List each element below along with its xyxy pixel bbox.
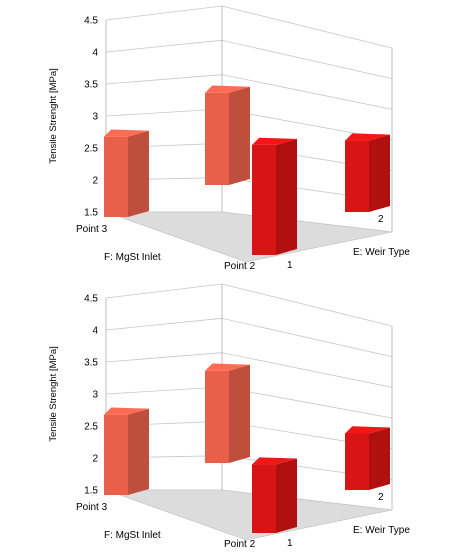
bar — [205, 363, 250, 463]
bar-top-face — [104, 129, 149, 137]
gridline-back-right — [221, 5, 393, 49]
y-tick-label: 1.5 — [84, 486, 98, 497]
gridline-back-left — [105, 283, 223, 299]
bars — [104, 85, 390, 255]
z-category-label: 2 — [378, 214, 384, 225]
gridline-back-left — [105, 74, 223, 85]
y-tick-label: 3.5 — [84, 80, 98, 91]
bar-top-face — [345, 426, 390, 434]
bar — [345, 426, 390, 490]
z-category-label: 1 — [287, 260, 293, 271]
bar-top-face — [205, 85, 250, 93]
bar-side-face — [369, 134, 390, 212]
y-tick-label: 4.5 — [84, 16, 98, 27]
grid-lines — [105, 5, 393, 233]
chart-2: 1.5 2 2.5 3 3.5 4 4.5 Tensile Strenght [MPa] Poi… — [48, 283, 410, 550]
y-tick-label: 1.5 — [84, 208, 98, 219]
x-category-label: Point 3 — [76, 224, 108, 235]
bar-front-face — [205, 92, 229, 185]
y-tick-label: 2.5 — [84, 144, 98, 155]
bar — [104, 129, 149, 217]
y-axis-title: Tensile Strenght [MPa] — [48, 68, 59, 164]
bar-top-face — [104, 407, 149, 415]
y-tick-label: 2 — [92, 454, 98, 465]
bar-side-face — [229, 86, 250, 185]
y-tick-label: 3 — [92, 112, 98, 123]
bar-front-face — [252, 144, 276, 255]
gridline-back-right — [221, 386, 393, 419]
y-tick-label: 4 — [92, 48, 98, 59]
bar-top-face — [252, 457, 297, 465]
y-tick-label: 3 — [92, 390, 98, 401]
bar — [205, 85, 250, 185]
gridline-back-right — [221, 74, 393, 110]
gridline-back-right — [221, 283, 393, 327]
z-category-label: 2 — [378, 492, 384, 503]
y-tick-label: 2.5 — [84, 422, 98, 433]
z-factor-title: E: Weir Type — [353, 525, 410, 536]
bar-side-face — [369, 427, 390, 490]
bar-side-face — [276, 138, 297, 255]
x-category-label: Point 2 — [224, 539, 256, 550]
x-category-label: Point 3 — [76, 502, 108, 513]
bar-top-face — [345, 133, 390, 141]
bar-front-face — [205, 370, 229, 463]
gridline-back-right — [221, 317, 393, 358]
gridline-back-right — [221, 39, 393, 80]
gridline-back-right — [221, 352, 393, 388]
z-factor-title: E: Weir Type — [353, 247, 410, 258]
x-category-label: Point 2 — [224, 261, 256, 272]
y-tick-label: 2 — [92, 176, 98, 187]
bar-front-face — [252, 464, 276, 533]
bar-top-face — [205, 363, 250, 371]
bar — [252, 137, 297, 255]
gridline-back-left — [105, 386, 223, 395]
chart-1: 1.5 2 2.5 3 3.5 4 4.5 Tensile Strenght [MPa] Poi… — [48, 5, 410, 272]
y-tick-label: 3.5 — [84, 358, 98, 369]
y-tick-label: 4 — [92, 326, 98, 337]
bar — [252, 457, 297, 533]
gridline-back-left — [105, 5, 223, 21]
bar-front-face — [104, 414, 128, 495]
gridline-back-left — [105, 39, 223, 53]
gridline-back-left — [105, 108, 223, 117]
x-factor-title: F: MgSt Inlet — [104, 252, 161, 263]
bar-front-face — [104, 136, 128, 217]
bar-side-face — [128, 408, 149, 495]
bar — [104, 407, 149, 495]
bar-front-face — [345, 433, 369, 490]
bars — [104, 363, 390, 533]
z-category-label: 1 — [287, 538, 293, 549]
bar-top-face — [252, 137, 297, 145]
bar-side-face — [229, 364, 250, 463]
bar — [345, 133, 390, 212]
bar-front-face — [345, 140, 369, 212]
chart-floor — [105, 211, 393, 263]
x-factor-title: F: MgSt Inlet — [104, 530, 161, 541]
bar-side-face — [276, 458, 297, 533]
gridline-back-left — [105, 317, 223, 331]
y-axis-title: Tensile Strenght [MPa] — [48, 346, 59, 442]
y-tick-label: 4.5 — [84, 294, 98, 305]
bar-side-face — [128, 130, 149, 217]
chart-floor — [105, 489, 393, 541]
gridline-back-left — [105, 352, 223, 363]
